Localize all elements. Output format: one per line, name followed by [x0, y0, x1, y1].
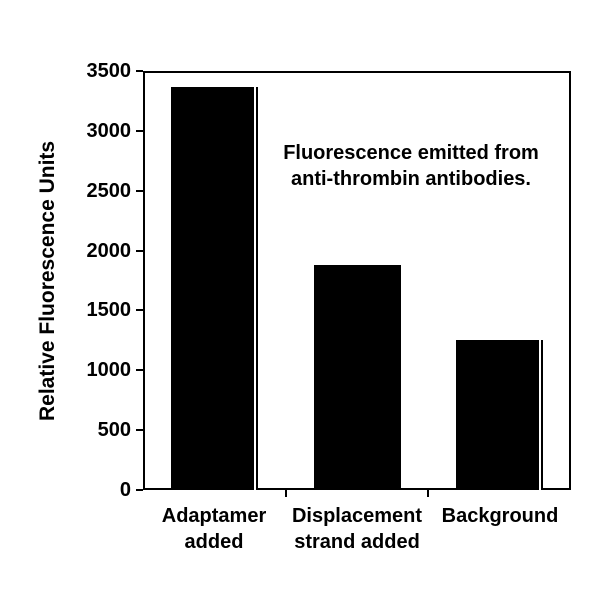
y-tick-mark: [136, 489, 143, 491]
x-category-label: Background: [441, 505, 559, 527]
y-tick-label: 0: [119, 479, 131, 501]
y-tick-mark: [136, 130, 143, 132]
y-tick-label: 2000: [86, 240, 132, 262]
y-tick-label: 1000: [86, 359, 132, 381]
y-tick-mark: [136, 250, 143, 252]
y-tick-mark: [136, 429, 143, 431]
y-tick-mark: [136, 369, 143, 371]
y-tick-label: 2500: [86, 180, 132, 202]
y-tick-label: 500: [97, 419, 131, 441]
bar: [456, 340, 543, 490]
y-tick-label: 3500: [86, 60, 132, 82]
x-tick-mark: [285, 490, 287, 497]
y-tick-mark: [136, 190, 143, 192]
y-tick-label: 1500: [86, 299, 132, 321]
x-tick-mark: [427, 490, 429, 497]
bar: [171, 87, 258, 490]
y-tick-label: 3000: [86, 120, 132, 142]
y-tick-mark: [136, 70, 143, 72]
annotation-text: Fluorescence emitted from anti-thrombin …: [283, 142, 539, 190]
y-tick-mark: [136, 309, 143, 311]
bar: [314, 265, 401, 490]
x-category-label: Displacement strand added: [291, 505, 423, 553]
x-category-label: Adaptamer added: [161, 505, 267, 553]
